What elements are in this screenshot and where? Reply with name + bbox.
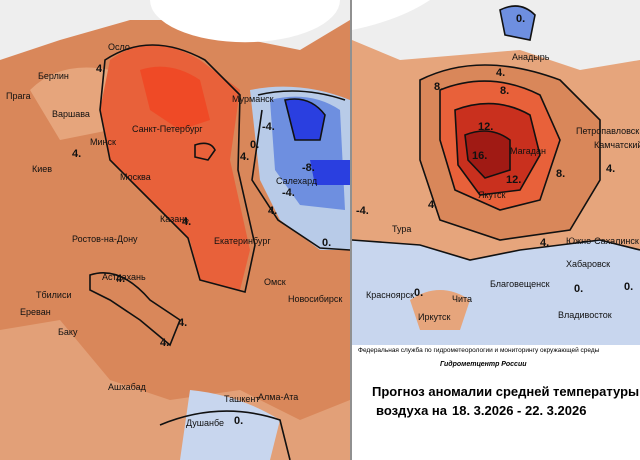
isoline (419, 64, 601, 241)
city-label: Прага (6, 91, 31, 101)
contour-label: 8. (556, 168, 565, 180)
city-label: Омск (264, 277, 286, 287)
city-label: Казань (160, 214, 189, 224)
contour-label: 4. (540, 237, 549, 249)
isoline (251, 90, 350, 251)
isoline (194, 142, 216, 161)
city-label: Ашхабад (108, 382, 147, 392)
city-label: Ташкент (224, 394, 259, 404)
city-label: Камчатский (594, 140, 640, 150)
city-label: Екатеринбург (214, 236, 271, 246)
city-label: Алма-Ата (258, 392, 298, 402)
title: Прогноз аномалии средней температуры (372, 384, 639, 399)
city-label: Ереван (20, 307, 51, 317)
city-label: Москва (120, 172, 151, 182)
right-map (352, 0, 640, 345)
contour-label: 0. (250, 139, 259, 151)
contour-label: 4. (72, 148, 81, 160)
contour-label: 4. (182, 216, 191, 228)
city-label: Магадан (510, 146, 546, 156)
contour-label: 4. (268, 205, 277, 217)
isoline (99, 44, 256, 293)
contour-label: -8. (302, 162, 315, 174)
contour-label: 4. (496, 67, 505, 79)
contour-label: 0. (574, 283, 583, 295)
city-label: Баку (58, 327, 78, 337)
contour-label: 0. (516, 13, 525, 25)
isoline (89, 271, 181, 347)
isoline (464, 130, 511, 179)
isoline (284, 98, 326, 141)
city-label: Тура (392, 224, 411, 234)
contour-label: -4. (282, 187, 295, 199)
city-label: Варшава (52, 109, 90, 119)
city-label: Астрахань (102, 272, 146, 282)
title: воздуха на (376, 403, 448, 418)
contour-label: 0. (234, 415, 243, 427)
city-label: Киев (32, 164, 52, 174)
city-label: Минск (90, 137, 116, 147)
contour-label: -4. (262, 121, 275, 133)
contour-label: 0. (322, 237, 331, 249)
contour-label: 4. (160, 337, 169, 349)
left-map (0, 0, 350, 460)
city-label: Хабаровск (566, 259, 610, 269)
period: 18. 3.2026 - 22. 3.2026 (452, 403, 586, 418)
labels: Осло Берлин Прага Варшава Минск Санкт-Петербу… (6, 13, 640, 428)
contour-label: 4. (428, 199, 437, 211)
contour-label: 4. (240, 151, 249, 163)
city-label: Осло (108, 42, 130, 52)
contour-label: 8. (500, 85, 509, 97)
contour-label: -4. (356, 205, 369, 217)
city-label: Ростов-на-Дону (72, 234, 138, 244)
city-label: Анадырь (512, 52, 550, 62)
city-label: Петропавловск (576, 126, 639, 136)
city-label: Иркутск (418, 312, 451, 322)
city-label: Санкт-Петербург (132, 124, 203, 134)
contour-label: 12. (478, 121, 493, 133)
city-label: Берлин (38, 71, 69, 81)
contour-label: 16. (472, 150, 487, 162)
city-label: Тбилиси (36, 290, 72, 300)
contour-label: 4. (96, 63, 105, 75)
city-label: Салехард (276, 176, 318, 186)
city-label: Якутск (478, 190, 506, 200)
isoline (439, 80, 561, 211)
isoline (454, 102, 541, 196)
city-label: Мурманск (232, 94, 274, 104)
city-label: Владивосток (558, 310, 612, 320)
center: Гидрометцентр России (440, 360, 527, 368)
isoline (352, 239, 640, 261)
contour-label: 0. (414, 287, 423, 299)
isoline (159, 410, 291, 460)
city-label: Новосибирск (288, 294, 342, 304)
contour-label: 12. (506, 174, 521, 186)
contour-label: 4. (116, 273, 125, 285)
agency: Федеральная служба по гидрометеорологии … (358, 346, 600, 354)
city-label: Красноярск (366, 290, 414, 300)
city-label: Благовещенск (490, 279, 550, 289)
city-label: Душанбе (186, 418, 224, 428)
contour-label: 8. (434, 81, 443, 93)
contour-label: 4. (178, 317, 187, 329)
city-label: Чита (452, 294, 472, 304)
contour-label: 0. (624, 281, 633, 293)
contour-label: 4. (606, 163, 615, 175)
isoline (499, 5, 536, 41)
city-label: Южно-Сахалинск (566, 236, 639, 246)
